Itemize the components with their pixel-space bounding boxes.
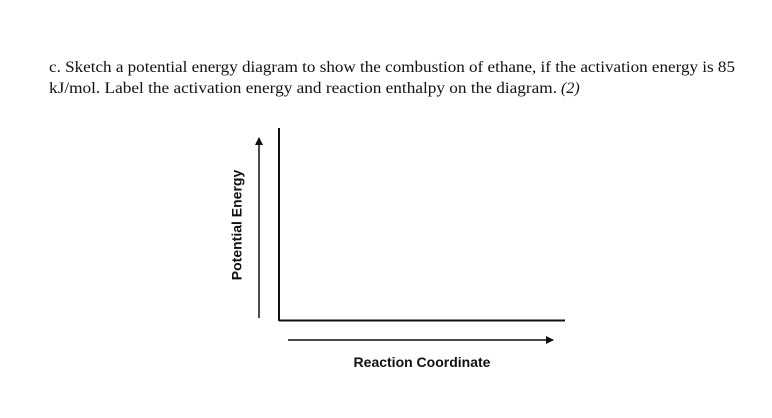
y-axis-label: Potential Energy <box>229 170 245 281</box>
x-axis-label: Reaction Coordinate <box>354 354 491 370</box>
question-line: c. Sketch a potential energy diagram to … <box>49 59 735 76</box>
marks: (2) <box>561 80 580 97</box>
question-line: kJ/mol. Label the activation energy and … <box>49 80 557 97</box>
